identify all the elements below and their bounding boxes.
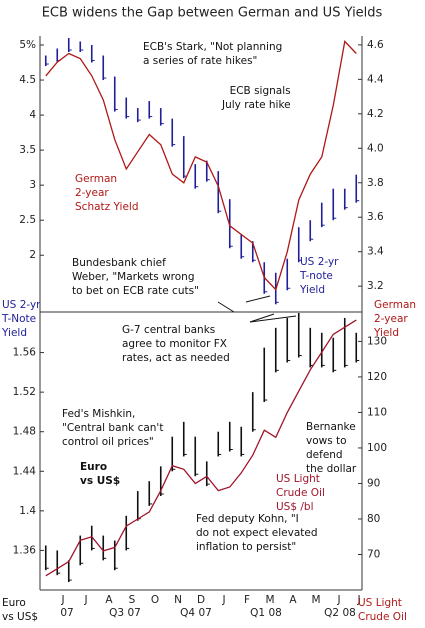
annotation: ECB's Stark, "Not planning a series of r… [143, 41, 283, 67]
callout-line [249, 315, 297, 323]
y2-tick-label: 3.2 [367, 280, 384, 292]
y2-tick-label: 3.6 [367, 211, 384, 223]
annotation: G-7 central banks agree to monitor FX ra… [122, 324, 230, 364]
y-tick-label: 5% [19, 39, 36, 51]
period-label: Q2 08 [324, 607, 356, 619]
y-tick-label: 3 [29, 179, 36, 191]
y-tick-label: 2.5 [19, 214, 36, 226]
callout-line [217, 301, 235, 313]
y-tick-label: 1.4 [19, 505, 36, 517]
y-tick-label: 1.48 [13, 426, 36, 438]
x-tick-label: J [60, 594, 64, 606]
period-label: Q4 07 [180, 607, 212, 619]
line-series [45, 319, 357, 577]
y2-axis-title: US Light Crude Oil [358, 597, 407, 623]
annotation: Bernanke vows to defend the dollar [306, 421, 357, 475]
series-label: Euro vs US$ [80, 461, 121, 487]
y-tick-label: 1.56 [13, 347, 37, 359]
y2-tick-label: 70 [367, 548, 380, 560]
period-label: Q1 08 [250, 607, 282, 619]
callout-line [245, 295, 271, 303]
chart-title: ECB widens the Gap between German and US… [42, 6, 383, 21]
callout-line [249, 313, 275, 323]
x-tick-label: J [356, 594, 360, 606]
series-label: US 2-yr T-note Yield [300, 256, 339, 296]
x-tick-label: D [197, 594, 205, 606]
y-tick-label: 4 [29, 109, 36, 121]
y2-tick-label: 4.0 [367, 142, 384, 154]
y-tick-label: 4.5 [19, 74, 36, 86]
x-tick-label: M [265, 594, 274, 606]
y2-tick-label: 110 [367, 406, 387, 418]
y-axis-title: Euro vs US$ [2, 597, 39, 623]
y2-tick-label: 3.8 [367, 177, 384, 189]
y2-tick-label: 4.4 [367, 73, 384, 85]
y2-tick-label: 80 [367, 513, 380, 525]
y-tick-label: 1.36 [13, 544, 37, 556]
y2-tick-label: 3.4 [367, 246, 384, 258]
line-series [45, 40, 357, 291]
x-tick-label: S [129, 594, 136, 606]
y2-tick-label: 4.6 [367, 39, 384, 51]
y-axis-title: US 2-yr T-Note Yield [2, 299, 41, 339]
x-tick-label: O [151, 594, 159, 606]
period-label: Q3 07 [109, 607, 141, 619]
annotation: ECB signals July rate hike [222, 85, 291, 111]
y2-tick-label: 4.2 [367, 108, 384, 120]
y-tick-label: 1.44 [13, 465, 37, 477]
period-label: 07 [60, 607, 73, 619]
series-label: German 2-year Schatz Yield [75, 173, 139, 213]
annotation: Fed deputy Kohn, "I do not expect elevat… [196, 513, 318, 553]
x-tick-label: F [244, 594, 250, 606]
annotation: Bundesbank chief Weber, "Markets wrong t… [72, 257, 199, 297]
y2-tick-label: 100 [367, 442, 387, 454]
y2-tick-label: 90 [367, 477, 380, 489]
x-tick-label: M [311, 594, 320, 606]
y-tick-label: 1.52 [13, 386, 36, 398]
y2-tick-label: 130 [367, 335, 387, 347]
x-tick-label: J [221, 594, 225, 606]
y-tick-label: 2 [29, 249, 36, 261]
y2-axis-title: German 2-year Yield [374, 299, 417, 339]
y2-tick-label: 120 [367, 371, 387, 383]
x-tick-label: A [105, 594, 113, 606]
annotation: Fed's Mishkin, "Central bank can't contr… [62, 408, 164, 448]
x-tick-label: A [289, 594, 297, 606]
y-tick-label: 3.5 [19, 144, 36, 156]
x-tick-label: J [83, 594, 87, 606]
series-label: US Light Crude Oil US$ /bl [276, 473, 325, 513]
x-tick-label: N [174, 594, 182, 606]
x-tick-label: J [336, 594, 340, 606]
